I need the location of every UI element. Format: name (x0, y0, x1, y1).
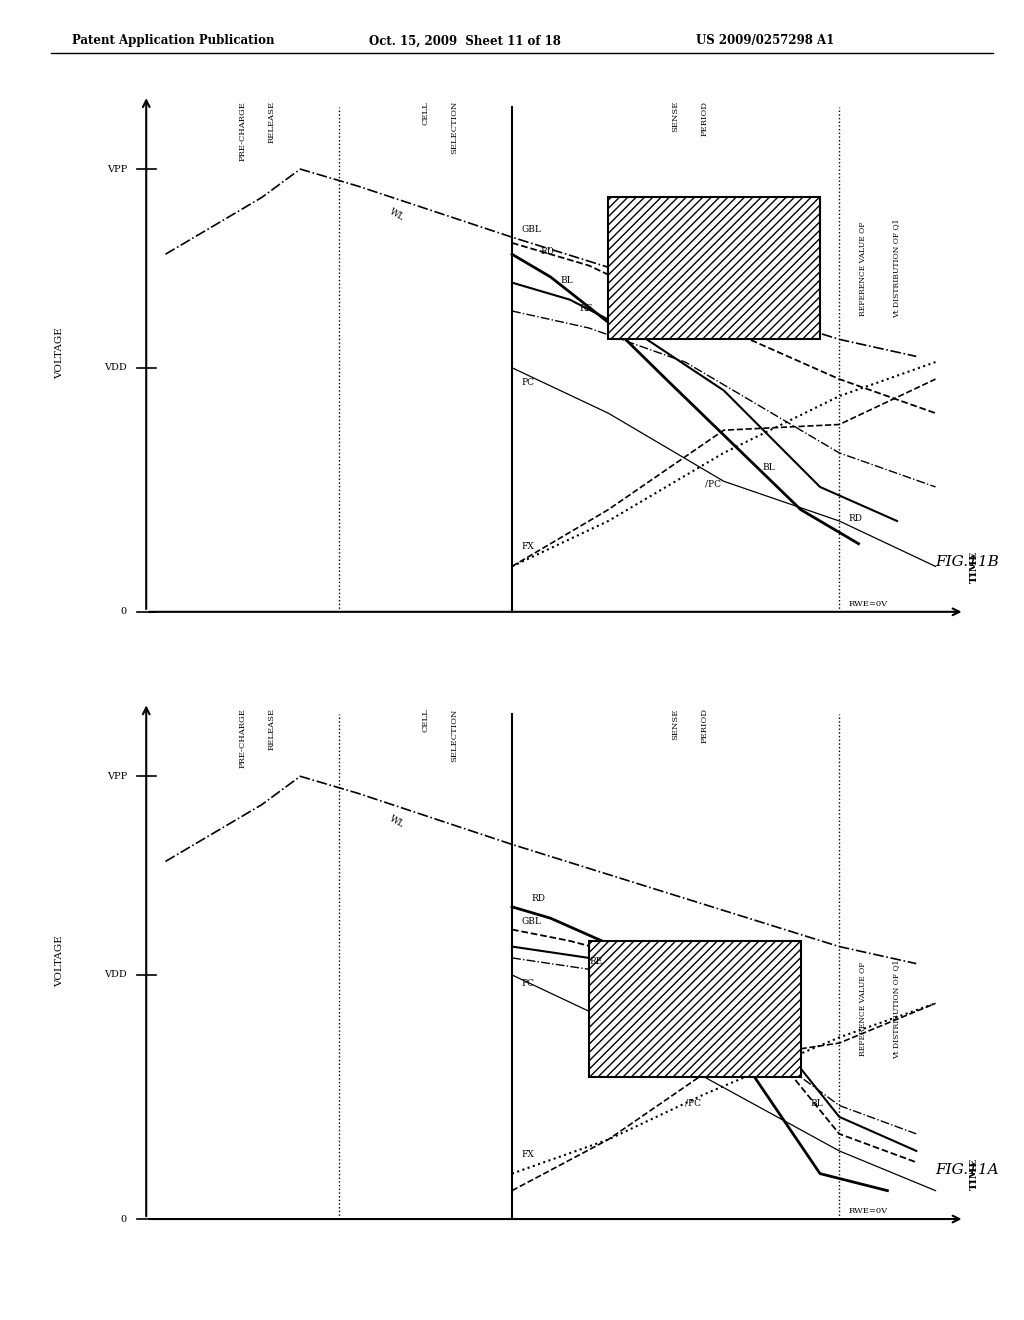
Text: Oct. 15, 2009  Sheet 11 of 18: Oct. 15, 2009 Sheet 11 of 18 (369, 34, 560, 48)
Text: FIG.11A: FIG.11A (936, 1163, 999, 1176)
Text: Vt DISTRIBUTION OF Q1: Vt DISTRIBUTION OF Q1 (892, 219, 900, 318)
Text: WL: WL (388, 207, 406, 222)
Text: CELL: CELL (421, 102, 429, 124)
Text: RELEASE: RELEASE (267, 708, 275, 750)
Text: SENSE: SENSE (672, 102, 680, 132)
Text: FX: FX (521, 543, 535, 552)
Text: VPP: VPP (106, 165, 127, 174)
Text: VOLTAGE: VOLTAGE (55, 327, 65, 379)
Text: RD: RD (541, 247, 555, 256)
Text: REFERENCE VALUE OF: REFERENCE VALUE OF (858, 962, 866, 1056)
Text: FX: FX (521, 1150, 535, 1159)
Text: VPP: VPP (106, 772, 127, 781)
Text: /PC: /PC (685, 1098, 701, 1107)
Text: GBL: GBL (521, 224, 542, 234)
Text: PERIOD: PERIOD (700, 102, 709, 136)
Text: PRE-CHARGE: PRE-CHARGE (239, 708, 247, 768)
Text: TIME: TIME (970, 550, 979, 582)
Text: RD: RD (849, 513, 863, 523)
Text: VDD: VDD (104, 970, 127, 979)
Text: US 2009/0257298 A1: US 2009/0257298 A1 (696, 34, 835, 48)
Text: FIG.11B: FIG.11B (936, 556, 999, 569)
Text: BL: BL (762, 463, 775, 473)
Text: SENSE: SENSE (672, 708, 680, 739)
Text: RELEASE: RELEASE (267, 102, 275, 143)
Text: BL: BL (810, 1098, 823, 1107)
Text: RE: RE (589, 957, 602, 966)
Bar (608, 198, 820, 339)
Text: PC: PC (521, 378, 535, 387)
Text: Vt DISTRIBUTION OF Q1: Vt DISTRIBUTION OF Q1 (892, 960, 900, 1059)
Text: PRE-CHARGE: PRE-CHARGE (239, 102, 247, 161)
Text: VDD: VDD (104, 363, 127, 372)
Text: WL: WL (388, 814, 406, 829)
Text: GBL: GBL (521, 917, 542, 925)
Bar (589, 941, 801, 1077)
Text: PERIOD: PERIOD (700, 708, 709, 743)
Text: TIME: TIME (970, 1158, 979, 1189)
Text: VOLTAGE: VOLTAGE (55, 935, 65, 986)
Text: SELECTION: SELECTION (451, 102, 459, 154)
Text: RWE=0V: RWE=0V (849, 601, 888, 609)
Text: 0: 0 (121, 607, 127, 616)
Text: PC: PC (521, 979, 535, 989)
Text: RE: RE (580, 304, 593, 313)
Text: /PC: /PC (705, 480, 721, 488)
Text: RD: RD (531, 894, 545, 903)
Text: Patent Application Publication: Patent Application Publication (72, 34, 274, 48)
Text: CELL: CELL (421, 708, 429, 731)
Text: BL: BL (560, 276, 572, 285)
Text: RWE=0V: RWE=0V (849, 1208, 888, 1216)
Text: SELECTION: SELECTION (451, 708, 459, 762)
Text: 0: 0 (121, 1214, 127, 1224)
Text: REFERENCE VALUE OF: REFERENCE VALUE OF (858, 222, 866, 315)
